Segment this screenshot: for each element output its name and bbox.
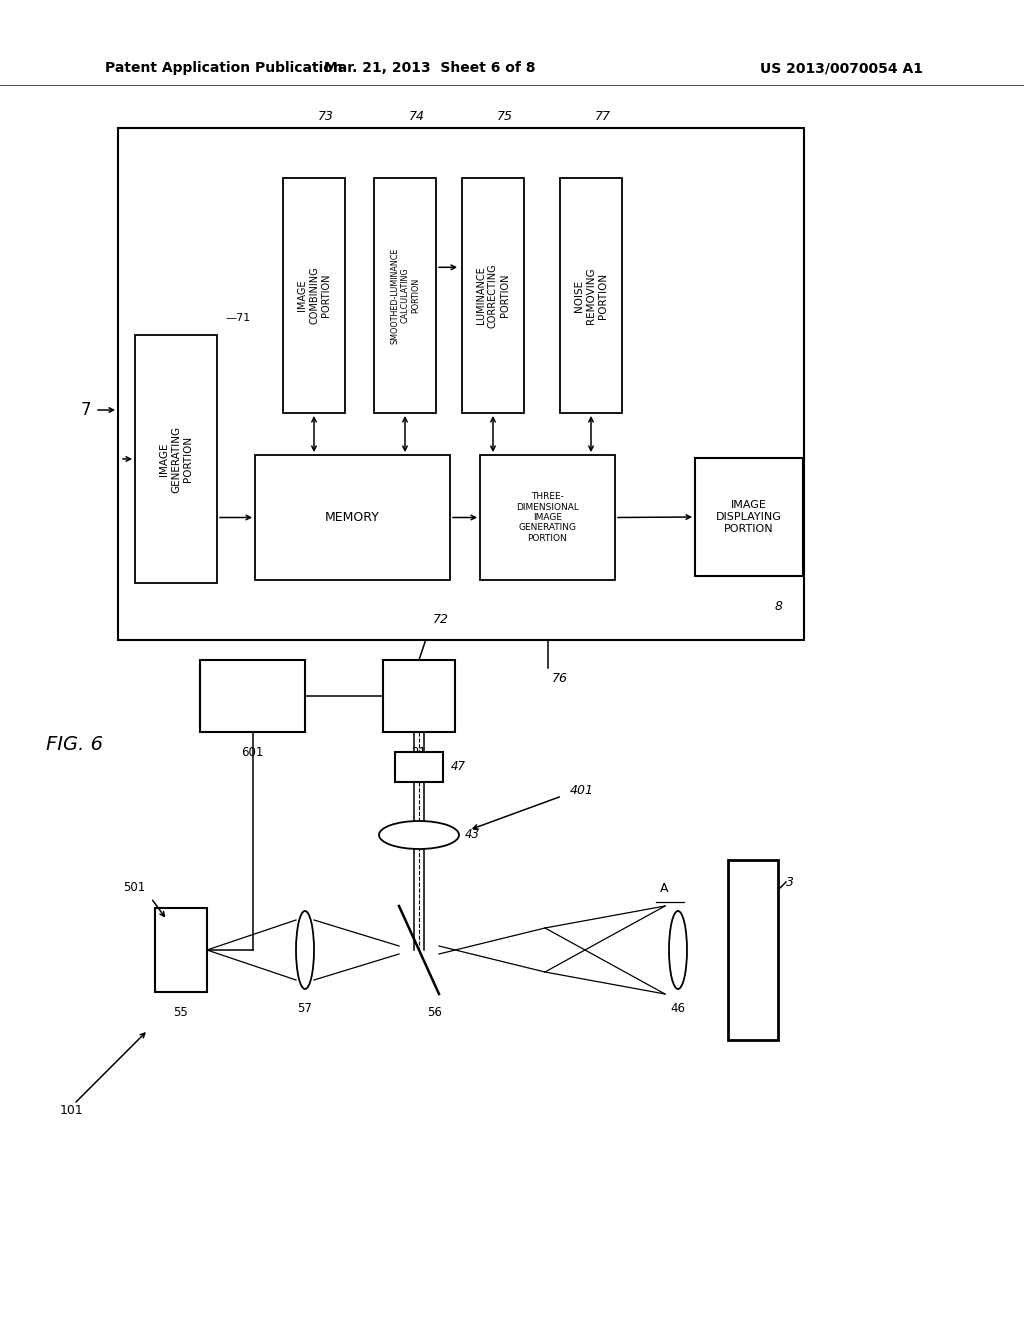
Bar <box>155 908 207 993</box>
Bar <box>462 178 524 413</box>
Text: US 2013/0070054 A1: US 2013/0070054 A1 <box>760 61 923 75</box>
Text: FIG. 6: FIG. 6 <box>46 735 103 755</box>
Ellipse shape <box>296 911 314 989</box>
Bar <box>200 660 305 733</box>
Text: A: A <box>659 882 669 895</box>
Bar <box>283 178 345 413</box>
Ellipse shape <box>379 821 459 849</box>
Text: 3: 3 <box>786 875 794 888</box>
Text: THREE-
DIMENSIONAL
IMAGE
GENERATING
PORTION: THREE- DIMENSIONAL IMAGE GENERATING PORT… <box>516 492 579 543</box>
Text: 75: 75 <box>497 110 513 123</box>
Ellipse shape <box>669 911 687 989</box>
Bar <box>728 861 778 1040</box>
Bar <box>480 455 615 579</box>
Bar <box>135 335 217 583</box>
Text: 74: 74 <box>409 110 425 123</box>
Text: Mar. 21, 2013  Sheet 6 of 8: Mar. 21, 2013 Sheet 6 of 8 <box>325 61 536 75</box>
Text: 56: 56 <box>427 1006 442 1019</box>
Text: 76: 76 <box>552 672 567 685</box>
Text: NOISE
REMOVING
PORTION: NOISE REMOVING PORTION <box>574 267 607 323</box>
Bar <box>118 128 804 640</box>
Text: 21: 21 <box>412 746 427 759</box>
Text: LUMINANCE
CORRECTING
PORTION: LUMINANCE CORRECTING PORTION <box>476 263 510 327</box>
Text: —71: —71 <box>225 313 250 323</box>
Text: 72: 72 <box>433 612 449 626</box>
Text: 7: 7 <box>81 401 91 418</box>
Text: 501: 501 <box>123 880 145 894</box>
Text: 57: 57 <box>298 1002 312 1015</box>
Text: 401: 401 <box>570 784 594 796</box>
Text: 601: 601 <box>242 746 264 759</box>
Text: IMAGE
DISPLAYING
PORTION: IMAGE DISPLAYING PORTION <box>716 500 782 533</box>
Text: 47: 47 <box>451 760 466 774</box>
Text: 8: 8 <box>774 601 782 612</box>
Text: 55: 55 <box>174 1006 188 1019</box>
Text: IMAGE
GENERATING
PORTION: IMAGE GENERATING PORTION <box>160 425 193 492</box>
Text: 101: 101 <box>60 1104 84 1117</box>
Bar <box>374 178 436 413</box>
Text: Patent Application Publication: Patent Application Publication <box>105 61 343 75</box>
Text: 46: 46 <box>671 1002 685 1015</box>
Bar <box>695 458 803 576</box>
Text: 77: 77 <box>595 110 611 123</box>
Text: IMAGE
COMBINING
PORTION: IMAGE COMBINING PORTION <box>297 267 331 325</box>
Text: 43: 43 <box>465 829 480 842</box>
Bar <box>255 455 450 579</box>
Text: 73: 73 <box>318 110 334 123</box>
Text: MEMORY: MEMORY <box>325 511 380 524</box>
Bar <box>395 752 443 781</box>
Bar <box>560 178 622 413</box>
Bar <box>383 660 455 733</box>
Text: SMOOTHED-LUMINANCE
CALCULATING
PORTION: SMOOTHED-LUMINANCE CALCULATING PORTION <box>390 247 420 343</box>
